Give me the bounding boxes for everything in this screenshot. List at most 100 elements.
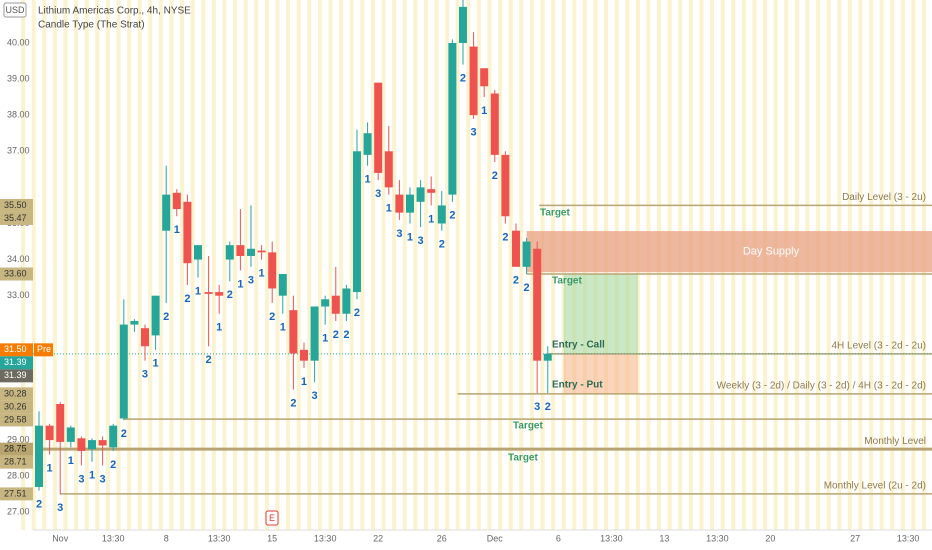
body — [109, 425, 118, 448]
strat-label: 3 — [142, 369, 148, 381]
price-label-box — [0, 487, 33, 501]
body — [374, 82, 383, 173]
x-tick-label: 13:30 — [314, 533, 337, 543]
body — [35, 425, 44, 488]
body — [416, 187, 425, 202]
strat-label: 1 — [301, 376, 307, 388]
earnings-marker[interactable] — [265, 510, 279, 526]
body — [352, 151, 361, 293]
strat-label: 2 — [524, 282, 530, 294]
price-label: 33.60 — [4, 268, 27, 278]
zone — [563, 274, 638, 354]
strat-label: 1 — [153, 358, 159, 370]
x-tick-label: 26 — [437, 533, 447, 543]
price-label: 28.71 — [4, 457, 27, 467]
body — [331, 295, 340, 314]
price-label-box — [0, 211, 33, 225]
y-tick-label: 29.00 — [7, 434, 30, 444]
strat-label: 1 — [195, 286, 201, 298]
y-tick-label: 40.00 — [7, 37, 30, 47]
body — [490, 93, 499, 155]
y-tick-label: 39.00 — [7, 73, 30, 83]
body — [405, 194, 414, 213]
strat-label: 3 — [418, 235, 424, 247]
body — [289, 310, 298, 354]
price-label: 29.58 — [4, 414, 27, 424]
price-label-box — [0, 267, 33, 281]
y-tick-label: 28.00 — [7, 471, 30, 481]
body — [278, 274, 287, 296]
body — [215, 292, 224, 296]
body — [310, 306, 319, 361]
symbol-title: Lithium Americas Corp., 4h, NYSE — [38, 6, 191, 17]
price-label-box — [0, 369, 33, 383]
x-tick-label: 13:30 — [897, 533, 920, 543]
price-label-box — [0, 400, 33, 414]
price-label-box — [0, 455, 33, 469]
strat-label: 1 — [428, 213, 434, 225]
x-tick-label: 13:30 — [600, 533, 623, 543]
strat-label: 2 — [269, 311, 275, 323]
strat-label: 2 — [439, 239, 445, 251]
strat-label: 3 — [396, 228, 402, 240]
body — [395, 194, 404, 213]
body — [204, 292, 213, 294]
strat-label: 2 — [184, 293, 190, 305]
strat-label: 1 — [322, 332, 328, 344]
body — [257, 250, 266, 253]
strat-label: 1 — [237, 278, 243, 290]
body — [45, 425, 54, 441]
body — [56, 403, 65, 442]
price-label: 35.47 — [4, 213, 27, 223]
zone-label: Day Supply — [743, 246, 800, 258]
body — [299, 349, 308, 361]
price-label: 30.28 — [4, 388, 27, 398]
price-label-box — [0, 356, 33, 370]
body — [66, 427, 75, 442]
body — [193, 245, 202, 260]
strat-label: 1 — [280, 322, 286, 334]
body — [427, 189, 436, 193]
x-tick-label: 15 — [267, 533, 277, 543]
strat-label: 2 — [545, 401, 551, 413]
body — [246, 248, 255, 256]
strat-label: 3 — [248, 275, 254, 287]
x-tick-label: 27 — [850, 533, 860, 543]
strat-label: 2 — [290, 397, 296, 409]
body — [268, 252, 277, 289]
price-label: 35.50 — [4, 200, 27, 210]
body — [522, 241, 531, 267]
body — [88, 440, 97, 450]
body — [119, 324, 128, 419]
annotation: Target — [513, 421, 543, 432]
body — [437, 205, 446, 224]
body — [458, 6, 467, 43]
strat-label: 2 — [163, 311, 169, 323]
strat-label: 2 — [333, 329, 339, 341]
strat-label: 3 — [100, 473, 106, 485]
strat-label: 2 — [36, 499, 42, 511]
body — [448, 42, 457, 195]
pre-label: Pre — [37, 344, 51, 354]
strat-label: 2 — [513, 275, 519, 287]
body — [151, 295, 160, 336]
pre-box — [34, 343, 53, 357]
strat-label: 2 — [449, 210, 455, 222]
y-tick-label: 34.00 — [7, 254, 30, 264]
indicator-name: Candle Type (The Strat) — [38, 20, 145, 31]
annotation: Target — [508, 453, 538, 464]
strat-label: 2 — [110, 459, 116, 471]
strat-label: 2 — [227, 289, 233, 301]
zone — [526, 231, 932, 273]
strat-label: 2 — [492, 170, 498, 182]
y-tick-label: 27.00 — [7, 507, 30, 517]
body — [225, 245, 234, 260]
x-tick-label: 6 — [556, 533, 561, 543]
strat-label: 2 — [343, 329, 349, 341]
x-tick-label: Nov — [52, 533, 69, 543]
earnings-label: E — [269, 513, 275, 523]
price-label-box — [0, 198, 33, 212]
strat-label: 1 — [259, 267, 265, 279]
strat-label: 3 — [57, 502, 63, 514]
